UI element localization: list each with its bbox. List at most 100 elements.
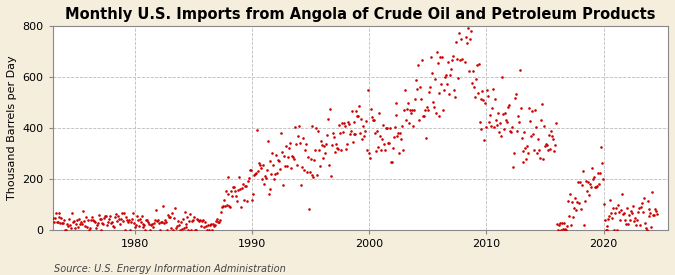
Point xyxy=(369,118,379,122)
Point xyxy=(278,182,289,187)
Point xyxy=(414,85,425,89)
Point xyxy=(148,225,159,229)
Point xyxy=(468,85,479,89)
Point xyxy=(566,223,576,227)
Point xyxy=(360,129,371,133)
Point xyxy=(244,175,254,180)
Point xyxy=(483,94,493,98)
Point xyxy=(304,170,315,174)
Point xyxy=(399,108,410,112)
Point xyxy=(502,120,512,125)
Point xyxy=(188,218,198,223)
Point xyxy=(56,216,67,220)
Point xyxy=(205,223,215,227)
Point xyxy=(253,161,264,165)
Point xyxy=(319,144,329,148)
Point xyxy=(215,210,226,214)
Point xyxy=(447,58,458,63)
Point xyxy=(225,205,236,209)
Point xyxy=(472,91,483,95)
Point xyxy=(248,192,259,196)
Point xyxy=(493,111,504,115)
Point xyxy=(338,121,349,125)
Point xyxy=(550,121,561,125)
Point xyxy=(55,221,66,226)
Point xyxy=(493,130,504,134)
Point xyxy=(537,102,547,106)
Point xyxy=(517,149,528,153)
Point xyxy=(543,133,554,137)
Point xyxy=(342,120,353,124)
Point xyxy=(596,161,607,165)
Point xyxy=(52,220,63,224)
Point xyxy=(375,134,385,138)
Point xyxy=(649,213,659,217)
Point xyxy=(626,209,637,213)
Point xyxy=(456,36,466,41)
Point xyxy=(302,155,313,160)
Point xyxy=(227,194,238,199)
Point xyxy=(388,135,399,139)
Point xyxy=(594,171,605,175)
Point xyxy=(61,227,72,232)
Point xyxy=(495,134,506,139)
Point xyxy=(308,175,319,179)
Point xyxy=(508,165,518,169)
Point xyxy=(239,198,250,202)
Point xyxy=(235,187,246,191)
Point xyxy=(180,225,191,229)
Point xyxy=(288,155,298,160)
Point xyxy=(279,164,290,168)
Point xyxy=(521,157,532,161)
Point xyxy=(82,218,93,222)
Point xyxy=(122,218,132,223)
Point xyxy=(58,221,69,226)
Point xyxy=(165,215,176,219)
Point xyxy=(138,222,149,226)
Point xyxy=(311,125,322,130)
Point xyxy=(47,216,58,221)
Point xyxy=(331,146,342,151)
Point xyxy=(470,77,481,81)
Point xyxy=(421,104,432,109)
Point xyxy=(244,168,255,172)
Point xyxy=(283,154,294,159)
Point xyxy=(301,170,312,174)
Point xyxy=(66,226,77,230)
Point xyxy=(290,125,300,130)
Point xyxy=(316,139,327,143)
Point xyxy=(211,219,221,224)
Point xyxy=(370,131,381,135)
Point xyxy=(533,136,543,141)
Point xyxy=(133,223,144,228)
Point xyxy=(632,210,643,214)
Point xyxy=(327,130,338,135)
Point xyxy=(375,148,386,152)
Point xyxy=(580,199,591,203)
Point xyxy=(443,60,454,65)
Point xyxy=(255,166,266,170)
Point xyxy=(464,37,475,41)
Point xyxy=(318,155,329,160)
Point xyxy=(135,219,146,224)
Point xyxy=(434,114,445,119)
Point xyxy=(504,128,515,133)
Point xyxy=(547,134,558,139)
Point xyxy=(446,67,456,71)
Point xyxy=(583,193,594,197)
Point xyxy=(384,126,395,130)
Point xyxy=(49,215,60,220)
Point xyxy=(502,105,513,109)
Point xyxy=(576,207,587,211)
Point xyxy=(196,224,207,229)
Point xyxy=(324,163,335,167)
Point xyxy=(440,75,451,79)
Point xyxy=(405,108,416,112)
Point xyxy=(246,198,257,202)
Point xyxy=(591,185,601,189)
Point xyxy=(151,208,161,212)
Point xyxy=(568,215,578,219)
Point xyxy=(294,123,304,128)
Point xyxy=(473,62,484,66)
Point xyxy=(259,174,270,178)
